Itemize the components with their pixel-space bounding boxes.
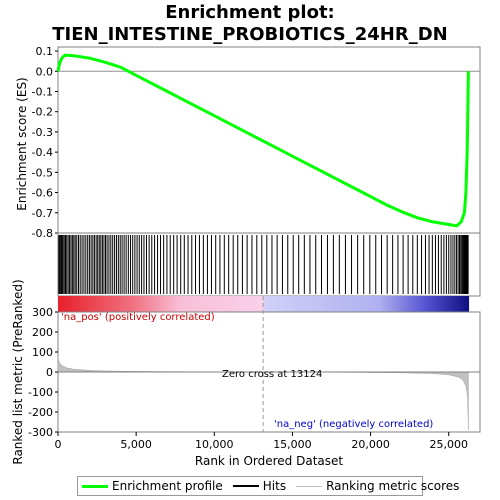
rank-y-tick-label-1: 200: [32, 326, 53, 339]
es-y-tick-label-3: -0.2: [32, 106, 53, 119]
ranking-panel: 300 200 100 0 -100 -200 -300: [28, 296, 481, 439]
rank-y-tick-label-4: -100: [28, 386, 53, 399]
x-tick-label-1: 5,000: [120, 438, 152, 451]
x-tick-label-5: 25,000: [429, 438, 468, 451]
legend: Enrichment profile Hits Ranking metric s…: [77, 476, 459, 496]
es-frame: [57, 46, 481, 234]
legend-item-ranking: Ranking metric scores: [296, 479, 459, 493]
rank-y-tick-label-5: -200: [28, 406, 53, 419]
x-tick-label-2: 10,000: [195, 438, 234, 451]
chart-title-line1: Enrichment plot:: [165, 2, 335, 23]
x-tick-label-0: 0: [55, 438, 62, 451]
es-y-axis-label: Enrichment score (ES): [15, 77, 29, 210]
rank-y-tick-label-3: 0: [46, 366, 53, 379]
x-axis: 0 5,000 10,000 15,000 20,000 25,000: [55, 432, 468, 451]
enrichment-profile-line: [56, 53, 470, 228]
x-tick-label-3: 15,000: [273, 438, 312, 451]
es-y-tick-label-4: -0.3: [32, 126, 53, 139]
hits-frame: [57, 232, 481, 297]
rank-y-tick-label-6: -300: [28, 426, 53, 439]
rank-y-tick-label-2: 100: [32, 346, 53, 359]
legend-item-hits: Hits: [232, 479, 287, 493]
x-axis-label: Rank in Ordered Dataset: [195, 454, 343, 468]
legend-swatch-hits: [232, 485, 259, 487]
rank-y-tick-label-0: 300: [32, 306, 53, 319]
es-y-tick-label-2: -0.1: [32, 85, 53, 98]
legend-swatch-ranking: [296, 485, 323, 487]
es-y-tick-label-0: 0.1: [36, 45, 54, 58]
legend-label-ranking: Ranking metric scores: [326, 479, 460, 493]
legend-swatch-enrichment: [82, 484, 108, 488]
legend-item-enrichment: Enrichment profile: [82, 479, 223, 493]
es-y-tick-label-7: -0.6: [32, 187, 53, 200]
es-y-tick-label-6: -0.5: [32, 166, 53, 179]
zero-cross-label: Zero cross at 13124: [222, 369, 322, 380]
es-y-tick-label-8: -0.7: [32, 207, 53, 220]
x-tick-label-4: 20,000: [351, 438, 390, 451]
negative-label: 'na_neg' (negatively correlated): [274, 419, 433, 430]
legend-label-hits: Hits: [262, 479, 287, 493]
ranking-y-axis-label: Ranked list metric (PreRanked): [11, 279, 25, 464]
es-y-tick-label-1: 0.0: [36, 65, 54, 78]
hits-panel: [57, 232, 481, 312]
positive-label: 'na_pos' (positively correlated): [61, 312, 215, 323]
legend-label-enrichment: Enrichment profile: [112, 479, 223, 493]
es-y-tick-label-9: -0.8: [32, 227, 53, 240]
es-panel: 0.1 0.0 -0.1 -0.2 -0.3 -0.4 -0.5 -0.6 -0.7 -0.8: [32, 45, 481, 240]
es-y-tick-label-5: -0.4: [32, 146, 53, 159]
chart-title-line2: TIEN_INTESTINE_PROBIOTICS_24HR_DN: [52, 24, 448, 45]
